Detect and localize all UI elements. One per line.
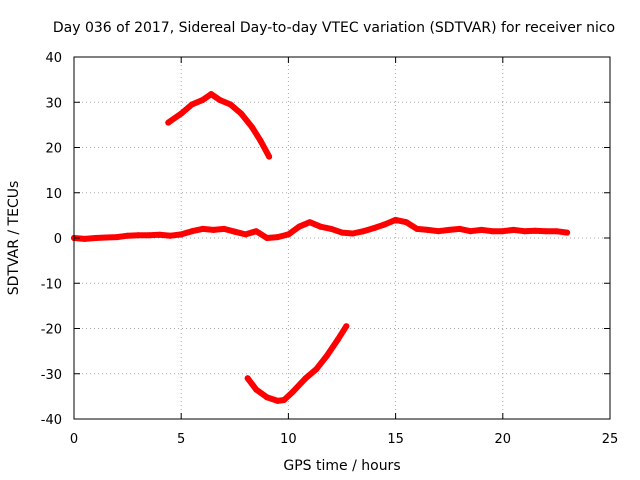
x-axis-label: GPS time / hours bbox=[283, 458, 400, 474]
data-point bbox=[371, 225, 378, 231]
data-point bbox=[253, 228, 260, 235]
data-point bbox=[231, 228, 238, 235]
y-tick-label: -40 bbox=[41, 413, 62, 428]
data-point bbox=[424, 226, 431, 233]
data-point bbox=[165, 119, 172, 126]
data-point bbox=[257, 137, 264, 144]
data-point bbox=[244, 375, 251, 382]
data-point bbox=[403, 219, 410, 226]
data-point bbox=[456, 225, 463, 232]
data-point bbox=[274, 234, 281, 241]
data-point bbox=[253, 386, 260, 393]
data-point bbox=[349, 230, 356, 237]
data-point bbox=[281, 397, 288, 403]
data-point bbox=[208, 91, 215, 98]
x-tick-label: 10 bbox=[280, 432, 297, 447]
y-tick-label: 0 bbox=[54, 232, 62, 247]
y-tick-label: -20 bbox=[41, 323, 62, 338]
y-tick-label: 10 bbox=[45, 187, 62, 202]
series-lower-arc bbox=[244, 323, 350, 404]
data-point bbox=[302, 375, 309, 382]
data-point bbox=[103, 234, 110, 241]
data-point bbox=[289, 388, 296, 395]
x-axis-ticks: 0 5 10 15 20 25 bbox=[70, 57, 618, 447]
data-point bbox=[81, 235, 88, 242]
x-tick-label: 25 bbox=[602, 432, 619, 447]
data-point bbox=[178, 110, 185, 117]
data-point bbox=[392, 216, 399, 223]
data-point bbox=[564, 229, 571, 236]
data-point bbox=[510, 226, 517, 233]
data-point bbox=[334, 336, 341, 343]
data-point bbox=[532, 227, 538, 234]
data-point bbox=[499, 228, 506, 235]
data-point bbox=[266, 153, 273, 160]
data-point bbox=[339, 229, 345, 236]
data-point bbox=[188, 101, 195, 108]
data-point bbox=[542, 228, 549, 235]
data-point bbox=[199, 97, 206, 103]
data-point bbox=[478, 226, 485, 233]
data-point bbox=[324, 352, 330, 359]
x-tick-label: 15 bbox=[387, 432, 404, 447]
data-point bbox=[285, 231, 292, 238]
series-layer bbox=[71, 91, 571, 404]
x-tick-label: 0 bbox=[70, 432, 78, 447]
data-point bbox=[414, 225, 420, 232]
data-point bbox=[306, 219, 313, 226]
data-point bbox=[553, 228, 560, 235]
data-point bbox=[113, 234, 120, 241]
data-point bbox=[221, 225, 228, 232]
y-tick-label: -30 bbox=[41, 368, 62, 383]
data-point bbox=[178, 231, 185, 238]
data-point bbox=[446, 226, 453, 233]
x-tick-label: 5 bbox=[177, 432, 185, 447]
data-point bbox=[435, 228, 442, 235]
y-axis-label: SDTVAR / TECUs bbox=[6, 181, 22, 296]
x-tick-label: 20 bbox=[495, 432, 512, 447]
data-point bbox=[264, 394, 270, 401]
data-point bbox=[156, 231, 163, 238]
data-point bbox=[264, 235, 270, 241]
chart-title: Day 036 of 2017, Sidereal Day-to-day VTE… bbox=[53, 20, 615, 36]
data-point bbox=[249, 124, 255, 131]
data-point bbox=[274, 397, 281, 404]
data-point bbox=[210, 226, 217, 233]
data-point bbox=[227, 101, 234, 108]
data-point bbox=[313, 366, 320, 373]
data-point bbox=[521, 228, 528, 235]
y-tick-label: -10 bbox=[41, 277, 62, 292]
data-point bbox=[381, 221, 388, 228]
data-point bbox=[296, 223, 303, 230]
data-point bbox=[489, 228, 496, 235]
data-point bbox=[467, 228, 474, 235]
data-point bbox=[328, 225, 335, 232]
data-point bbox=[146, 232, 152, 239]
data-point bbox=[238, 110, 245, 117]
data-point bbox=[216, 97, 223, 103]
data-point bbox=[124, 232, 131, 239]
data-point bbox=[135, 232, 142, 239]
data-point bbox=[188, 228, 195, 235]
data-point bbox=[343, 323, 350, 330]
data-point bbox=[317, 223, 324, 230]
y-tick-label: 30 bbox=[45, 96, 62, 111]
y-tick-label: 20 bbox=[45, 142, 62, 157]
data-point bbox=[360, 228, 367, 235]
y-tick-label: 40 bbox=[45, 51, 62, 66]
y-axis-ticks: -40 -30 -20 -10 0 10 20 30 40 bbox=[41, 51, 610, 428]
data-point bbox=[242, 231, 249, 238]
data-point bbox=[92, 235, 99, 241]
data-point bbox=[167, 232, 174, 239]
data-point bbox=[199, 225, 206, 232]
